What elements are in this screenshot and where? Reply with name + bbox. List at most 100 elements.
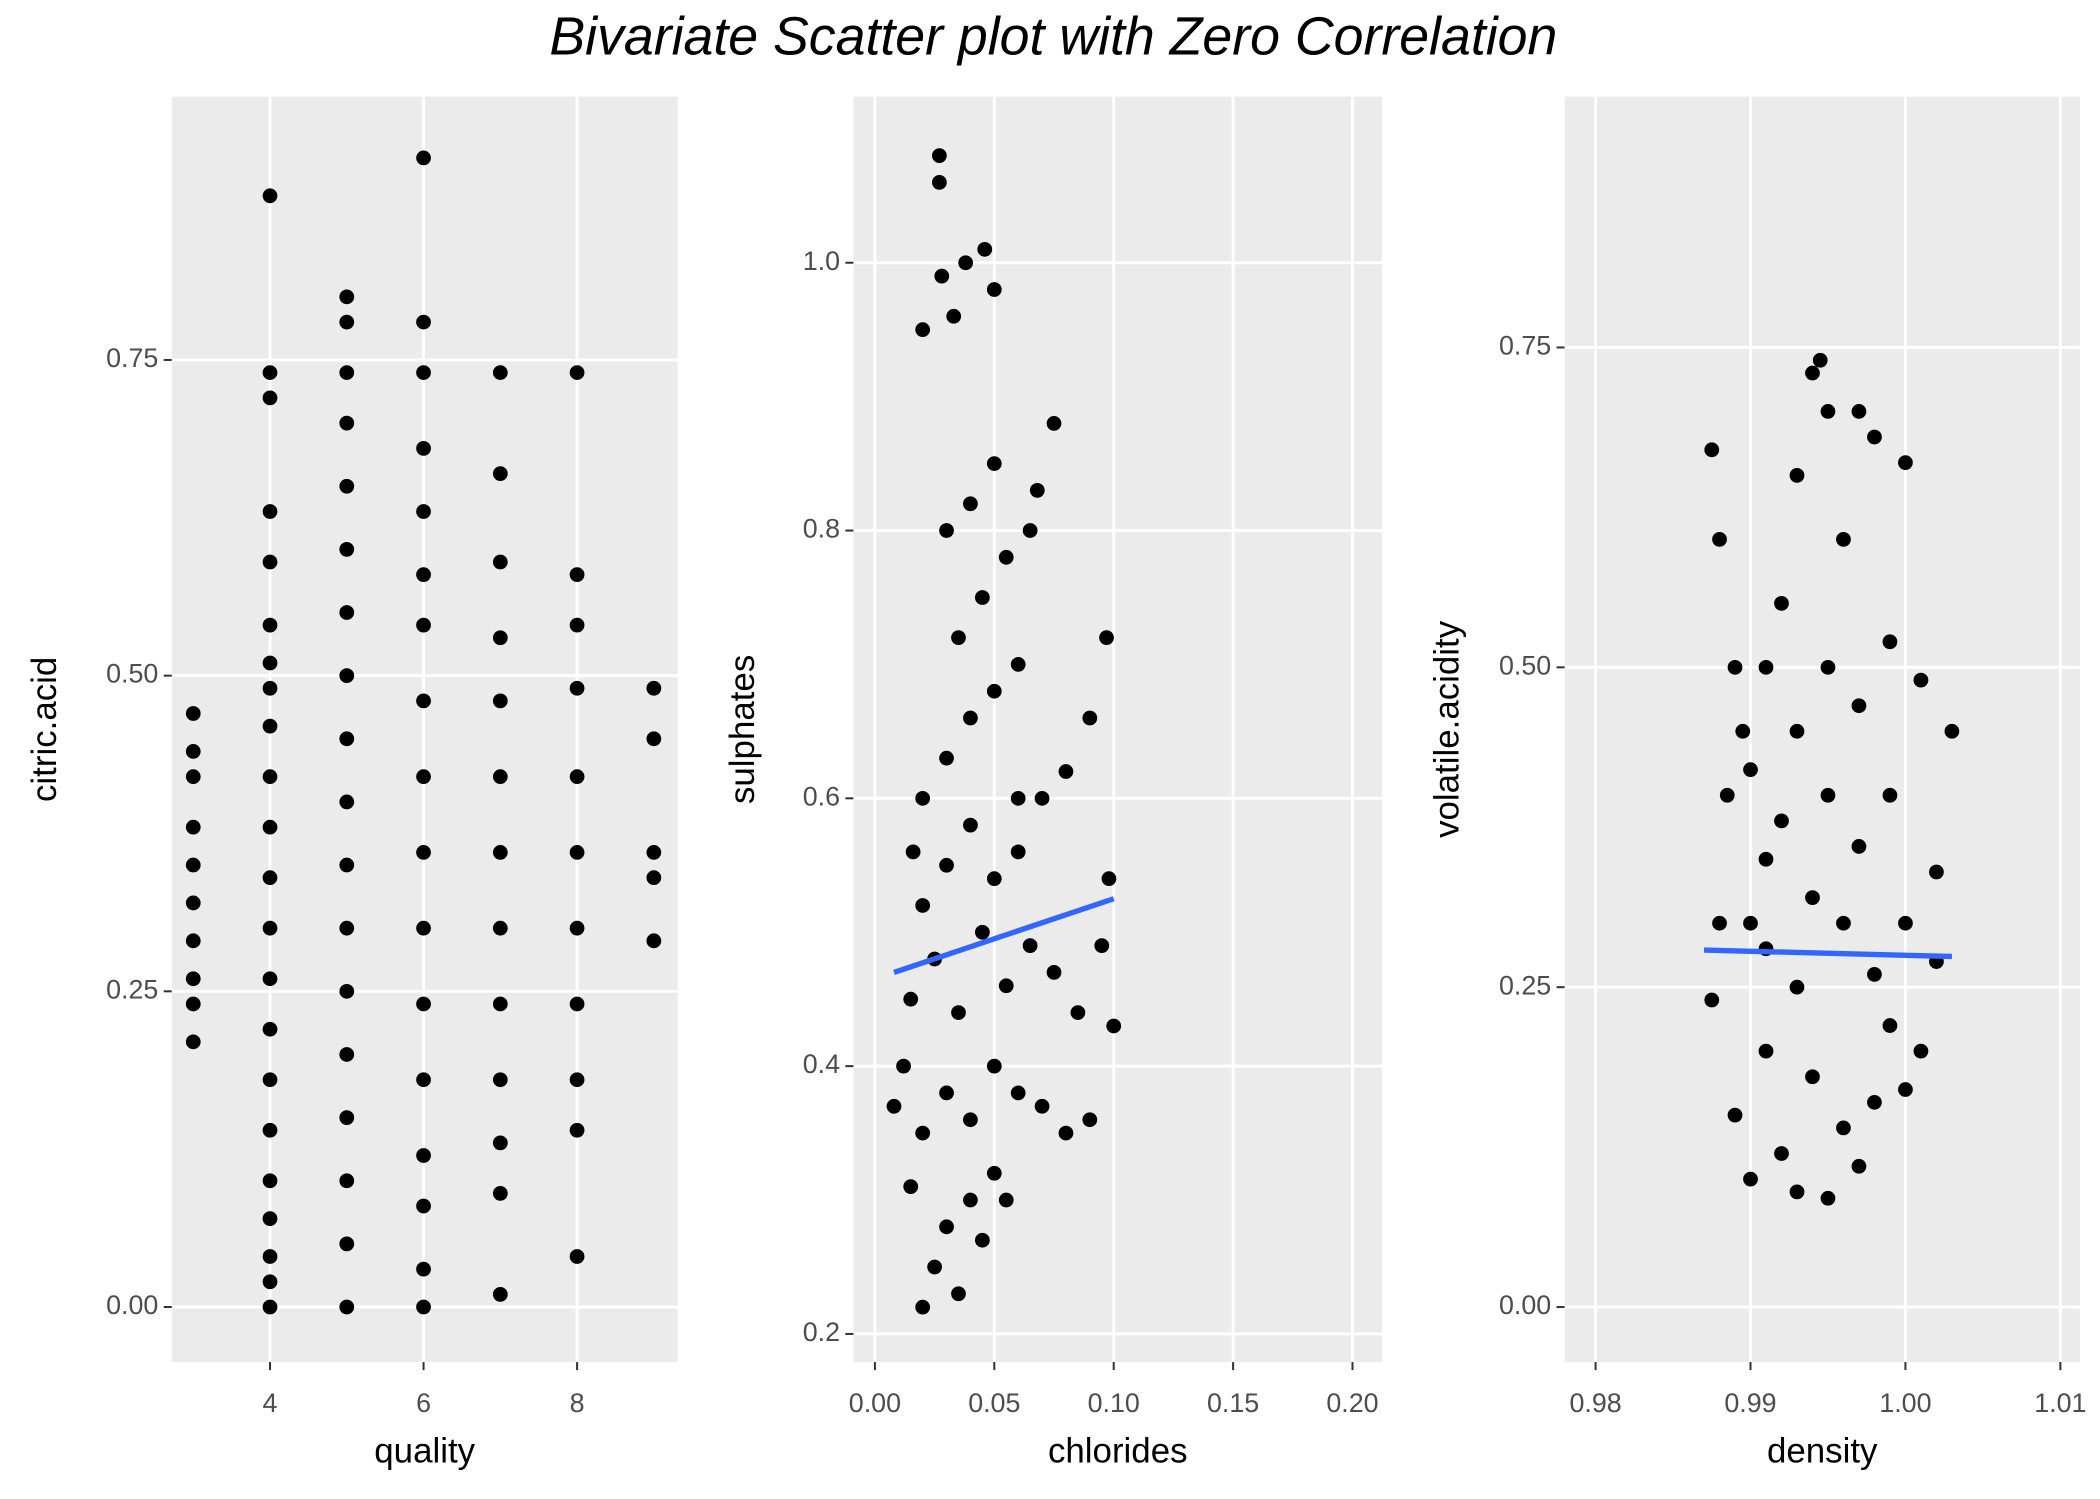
point [932, 148, 947, 163]
point [963, 1112, 978, 1128]
point [1022, 523, 1038, 538]
point [569, 680, 585, 696]
point [905, 844, 921, 860]
y-axis-label: citric.acid [25, 657, 64, 802]
trend-line [893, 896, 1115, 975]
point [903, 1179, 919, 1195]
point [1898, 1082, 1913, 1097]
point [1735, 723, 1751, 739]
point [1867, 429, 1882, 445]
point [927, 1259, 942, 1275]
point [185, 769, 201, 785]
point [1820, 404, 1836, 419]
x-tick-label: 1.00 [1879, 1388, 1931, 1418]
point [569, 567, 585, 583]
point [1898, 455, 1913, 470]
x-tick-label: 0.00 [849, 1388, 901, 1418]
point [262, 870, 278, 886]
point [1712, 915, 1727, 931]
point [1106, 1018, 1122, 1034]
panel-background [853, 96, 1383, 1363]
point [416, 314, 431, 330]
point [185, 744, 201, 759]
point [915, 322, 931, 338]
point [1010, 844, 1026, 860]
point [963, 496, 978, 512]
x-axis-label: quality [374, 1432, 475, 1471]
point [492, 1072, 508, 1088]
point [1882, 787, 1898, 803]
point [1836, 1120, 1851, 1136]
point [974, 924, 990, 940]
point [1774, 1146, 1789, 1161]
y-tick-label: 0.50 [106, 659, 158, 689]
x-tick-label: 6 [416, 1388, 431, 1418]
point [262, 1173, 278, 1189]
point [1046, 416, 1062, 431]
point [1851, 839, 1867, 854]
point [262, 1249, 278, 1264]
point [416, 769, 431, 785]
point [932, 175, 947, 190]
point [492, 1286, 508, 1302]
point [951, 1286, 966, 1302]
point [1758, 659, 1774, 675]
point [185, 933, 201, 949]
point [569, 1072, 585, 1088]
point [1805, 1069, 1820, 1085]
x-tick-label: 8 [570, 1388, 585, 1418]
point [1774, 595, 1789, 611]
point [1851, 1158, 1867, 1174]
point [416, 920, 431, 936]
point [1082, 710, 1098, 726]
point [569, 845, 585, 860]
point [1101, 871, 1117, 887]
point [262, 769, 278, 785]
point [416, 845, 431, 860]
point [492, 466, 508, 481]
point [934, 268, 950, 284]
point [569, 996, 585, 1012]
point [915, 1125, 931, 1141]
point [1743, 915, 1758, 931]
point [939, 1219, 954, 1235]
point [262, 718, 278, 734]
point [339, 794, 355, 810]
point [262, 1122, 278, 1138]
point [1789, 468, 1805, 483]
y-tick-label: 0.2 [803, 1317, 840, 1347]
point [1719, 787, 1735, 803]
point [1812, 352, 1828, 368]
point [986, 1058, 1002, 1074]
point [939, 523, 954, 538]
point [1058, 1125, 1074, 1141]
y-tick-label: 0.25 [1499, 970, 1551, 1000]
point [1758, 1043, 1774, 1059]
point [416, 1072, 431, 1088]
x-tick-label: 0.05 [968, 1388, 1020, 1418]
point [339, 415, 355, 431]
x-tick-label: 1.01 [2034, 1388, 2086, 1418]
point [1882, 634, 1898, 650]
point [1929, 864, 1944, 880]
point [1820, 659, 1836, 675]
point [939, 857, 954, 873]
point [1029, 482, 1045, 498]
point [915, 1299, 931, 1315]
point [1913, 1043, 1929, 1059]
point [958, 255, 974, 271]
point [1727, 1107, 1743, 1123]
point [262, 1021, 278, 1037]
point [998, 978, 1014, 994]
point [185, 971, 201, 987]
point [339, 365, 355, 380]
point [339, 314, 355, 330]
point [569, 1122, 585, 1138]
point [416, 617, 431, 633]
point [1743, 762, 1758, 778]
point [262, 680, 278, 696]
x-axis-label: density [1767, 1432, 1878, 1471]
point [1010, 790, 1026, 806]
point [262, 390, 278, 406]
x-axis-label: chlorides [1048, 1432, 1188, 1471]
